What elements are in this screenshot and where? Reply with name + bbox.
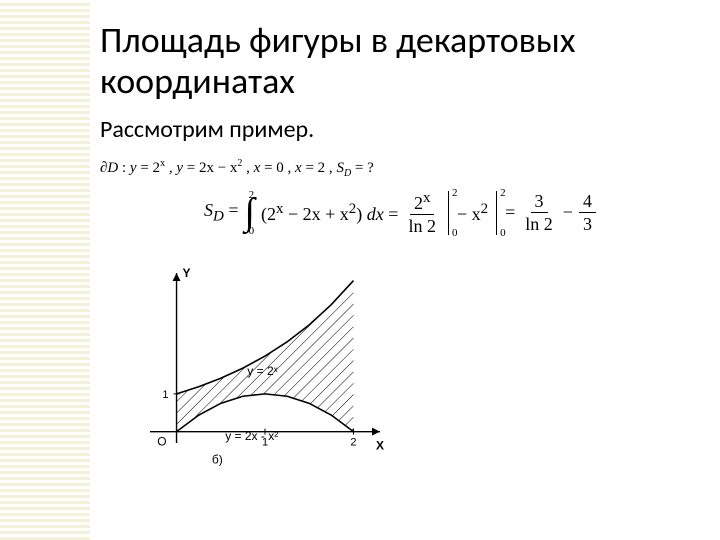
svg-text:X: X	[376, 438, 384, 452]
svg-text:O: O	[157, 434, 166, 448]
chart-container: 121OYXy = 2ˣy = 2x - x²б)	[110, 253, 700, 478]
svg-text:б): б)	[212, 452, 223, 466]
slide-title: Площадь фигуры в декартовых координатах	[100, 20, 700, 103]
svg-text:Y: Y	[183, 266, 191, 280]
svg-text:y = 2ˣ: y = 2ˣ	[247, 364, 277, 378]
integrand: (2x − 2x + x2) dx =	[261, 201, 398, 225]
svg-text:1: 1	[162, 389, 168, 401]
eval-bar-2: 2 0	[496, 191, 497, 235]
slide-subtitle: Рассмотрим пример.	[100, 115, 700, 144]
eval-term-1: 2x ln 2	[404, 191, 440, 235]
result-term-2: 4 3	[579, 192, 596, 233]
result-term-1: 3 ln 2	[521, 192, 557, 233]
problem-statement: ∂D : y = 2x , y = 2x − x2 , x = 0 , x = …	[100, 158, 700, 179]
solution-equation: SD = 2 ∫ 0 (2x − 2x + x2) dx = 2x ln 2 2…	[100, 191, 700, 235]
eval-bar-1: 2 0	[448, 191, 449, 235]
svg-text:2: 2	[350, 436, 356, 448]
slide-content: Площадь фигуры в декартовых координатах …	[100, 20, 700, 478]
area-chart: 121OYXy = 2ˣy = 2x - x²б)	[110, 253, 390, 473]
integral-sign: 2 ∫ 0	[245, 197, 255, 229]
svg-text:y = 2x - x²: y = 2x - x²	[225, 429, 278, 443]
decorative-sidebar	[0, 0, 90, 540]
